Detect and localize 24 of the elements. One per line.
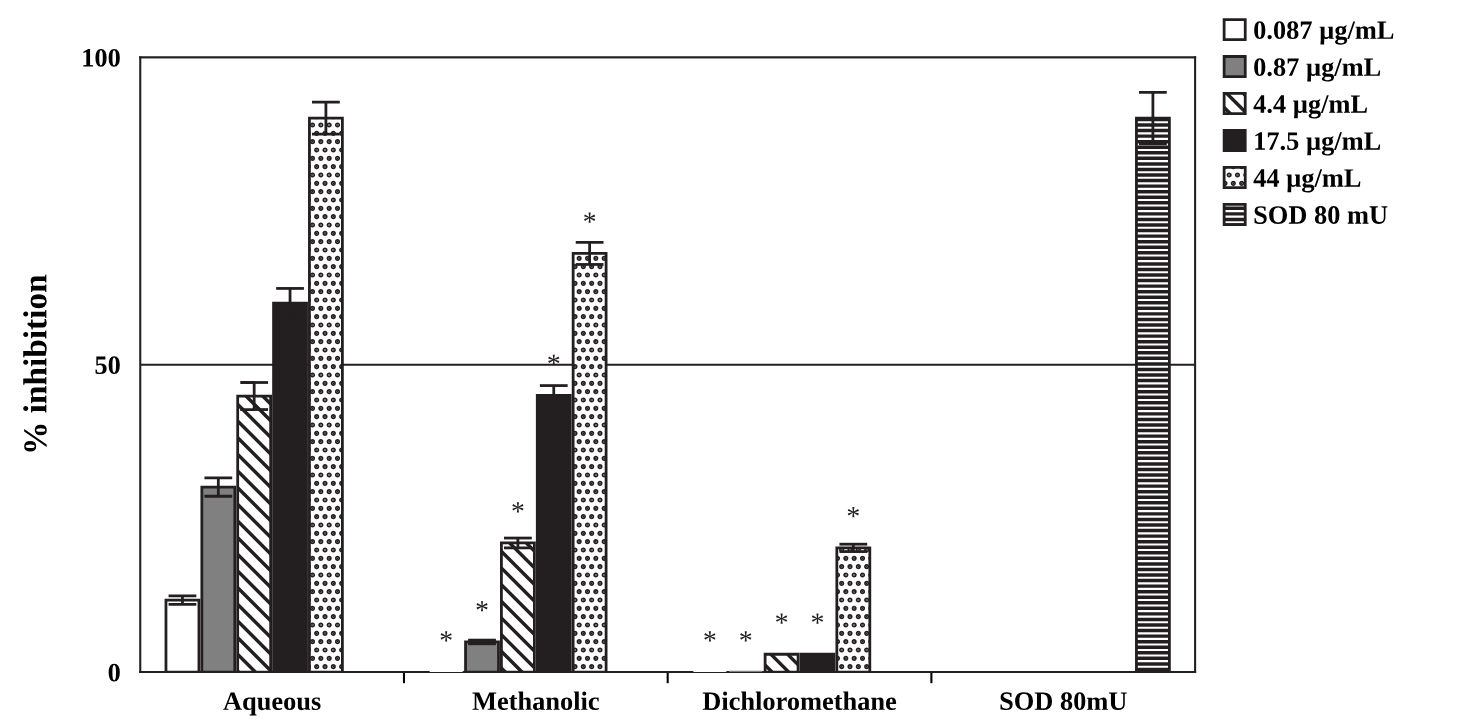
data-label: *: [584, 212, 596, 223]
data-label: *: [548, 354, 560, 365]
data-label: *: [512, 502, 524, 513]
x-tick-label: Dichloromethane: [702, 691, 897, 711]
legend-label: 4.4 µg/mL: [1253, 95, 1367, 119]
data-label: *: [847, 507, 859, 518]
y-tick-label: 0: [108, 663, 120, 682]
y-tick-label: 50: [95, 356, 120, 375]
data-label: *: [776, 613, 788, 624]
data-label: *: [704, 631, 716, 642]
data-label: *: [740, 631, 752, 642]
x-tick-label: Aqueous: [223, 692, 321, 716]
data-label: *: [811, 613, 824, 624]
legend-label: 44 µg/mL: [1253, 169, 1361, 193]
data-label: *: [476, 601, 488, 612]
x-tick-label: Methanolic: [472, 691, 599, 711]
x-tick-label: SOD 80mU: [1000, 692, 1127, 711]
legend-label: 0.087 µg/mL: [1254, 21, 1394, 45]
legend-label: SOD 80 mU: [1254, 206, 1388, 224]
legend-label: 0.87 µg/mL: [1254, 58, 1381, 82]
data-label: *: [440, 631, 452, 642]
y-axis-title: % inhibition: [23, 274, 47, 452]
legend-label: 17.5 µg/mL: [1255, 132, 1381, 156]
y-tick-label: 100: [83, 48, 120, 67]
